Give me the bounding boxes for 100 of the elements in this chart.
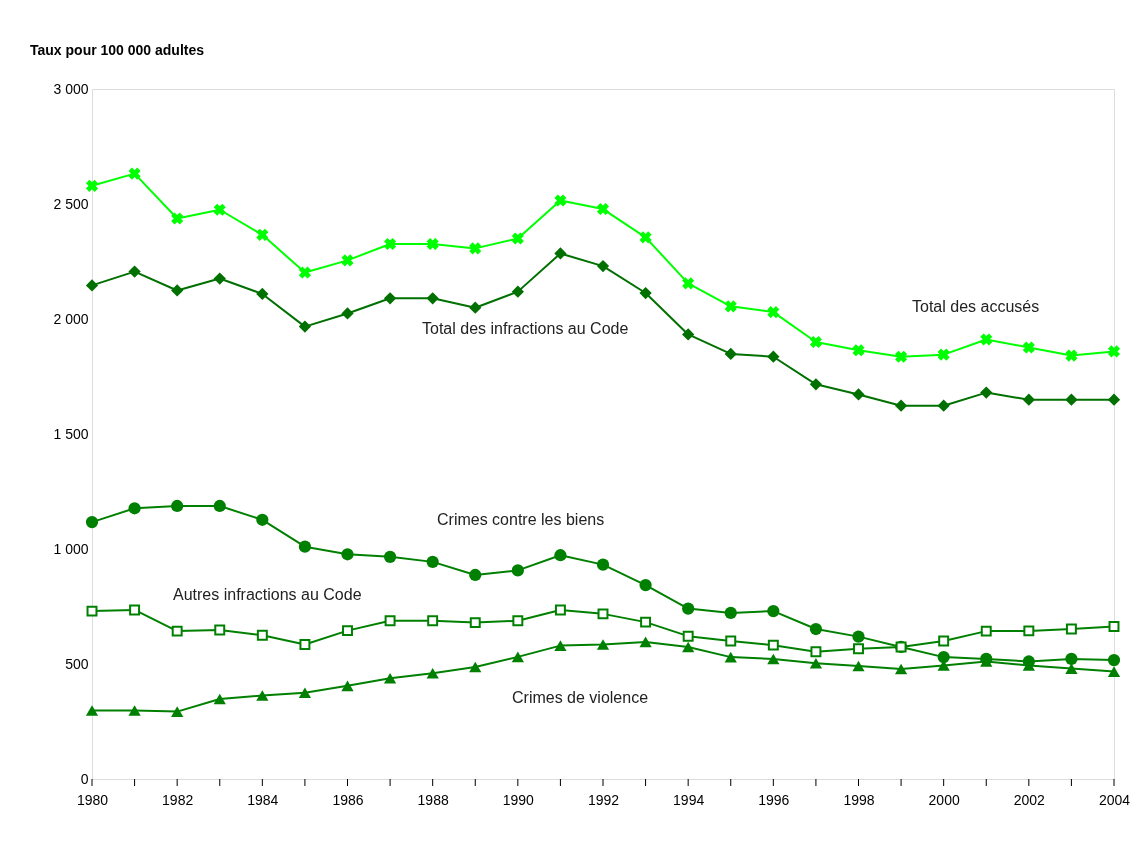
point [894,399,908,412]
point [724,347,737,361]
point [724,606,737,620]
point [213,693,226,705]
y-tick-label: 1 500 [53,425,89,442]
point [384,237,397,251]
point [767,639,779,651]
point [980,386,993,399]
point [809,378,823,391]
x-tick-label: 1980 [76,791,109,808]
point [213,499,226,513]
point [469,661,482,673]
point [767,653,780,665]
point [937,348,950,361]
y-tick-label: 3 000 [53,80,89,97]
point [1065,652,1078,666]
point [383,672,397,684]
series-label: Crimes contre les biens [437,511,605,528]
point [1107,345,1121,358]
point [512,615,524,627]
point [384,615,396,627]
point [639,286,652,300]
point [342,625,353,637]
point [640,616,652,628]
point [682,630,694,642]
point [383,550,397,563]
point [767,604,780,618]
point [341,254,354,267]
point [809,335,822,349]
point [298,687,312,699]
point [937,399,950,412]
y-tick-label: 2 000 [53,310,89,327]
point [426,667,439,679]
point [1107,666,1121,677]
point [298,540,312,553]
point [128,502,141,515]
point [511,285,524,298]
point [809,622,823,636]
point [511,651,524,663]
x-tick-label: 1984 [247,791,279,808]
point [171,284,184,297]
point [341,548,354,561]
point [767,350,780,363]
point [469,568,482,582]
point [1065,393,1078,406]
point [1022,341,1035,354]
point [682,641,695,653]
point [852,630,865,643]
point [128,705,141,716]
point [895,350,908,363]
point [469,242,482,255]
point [852,660,865,672]
point [129,604,141,616]
point [724,651,737,663]
point [426,292,439,305]
point [596,639,610,650]
point [86,605,98,617]
y-tick-label: 1 000 [53,540,89,557]
y-tick-label: 2 500 [53,195,89,212]
point [256,629,268,641]
point [85,279,99,292]
x-tick-label: 1982 [162,791,194,808]
point [554,549,567,562]
point [682,277,695,290]
point [1065,623,1077,635]
point [1023,625,1035,637]
x-tick-label: 1998 [843,791,875,808]
point [341,680,354,692]
point [937,650,950,664]
point [511,564,524,577]
point [1022,393,1035,406]
x-tick-label: 1994 [673,791,705,808]
x-tick-label: 1996 [758,791,790,808]
point [853,643,864,655]
point [299,638,311,650]
point [597,608,609,620]
point [469,301,482,314]
point [810,646,822,658]
point [894,663,908,675]
point [85,515,99,529]
point [341,307,354,320]
point [213,272,226,285]
point [852,344,865,357]
point [426,555,439,568]
point [427,615,439,627]
point [682,328,695,341]
point [469,617,481,629]
y-axis-title: Taux pour 100 000 adultes [30,42,205,58]
point [767,306,780,319]
point [298,320,312,333]
point [554,640,567,651]
x-tick-label: 1986 [332,791,364,808]
x-tick-label: 2000 [928,791,960,808]
point [682,602,695,615]
point [1107,393,1121,406]
point [256,690,269,701]
point [128,265,141,278]
x-tick-label: 2002 [1013,791,1046,808]
y-tick-label: 0 [80,770,89,787]
point [554,194,567,207]
